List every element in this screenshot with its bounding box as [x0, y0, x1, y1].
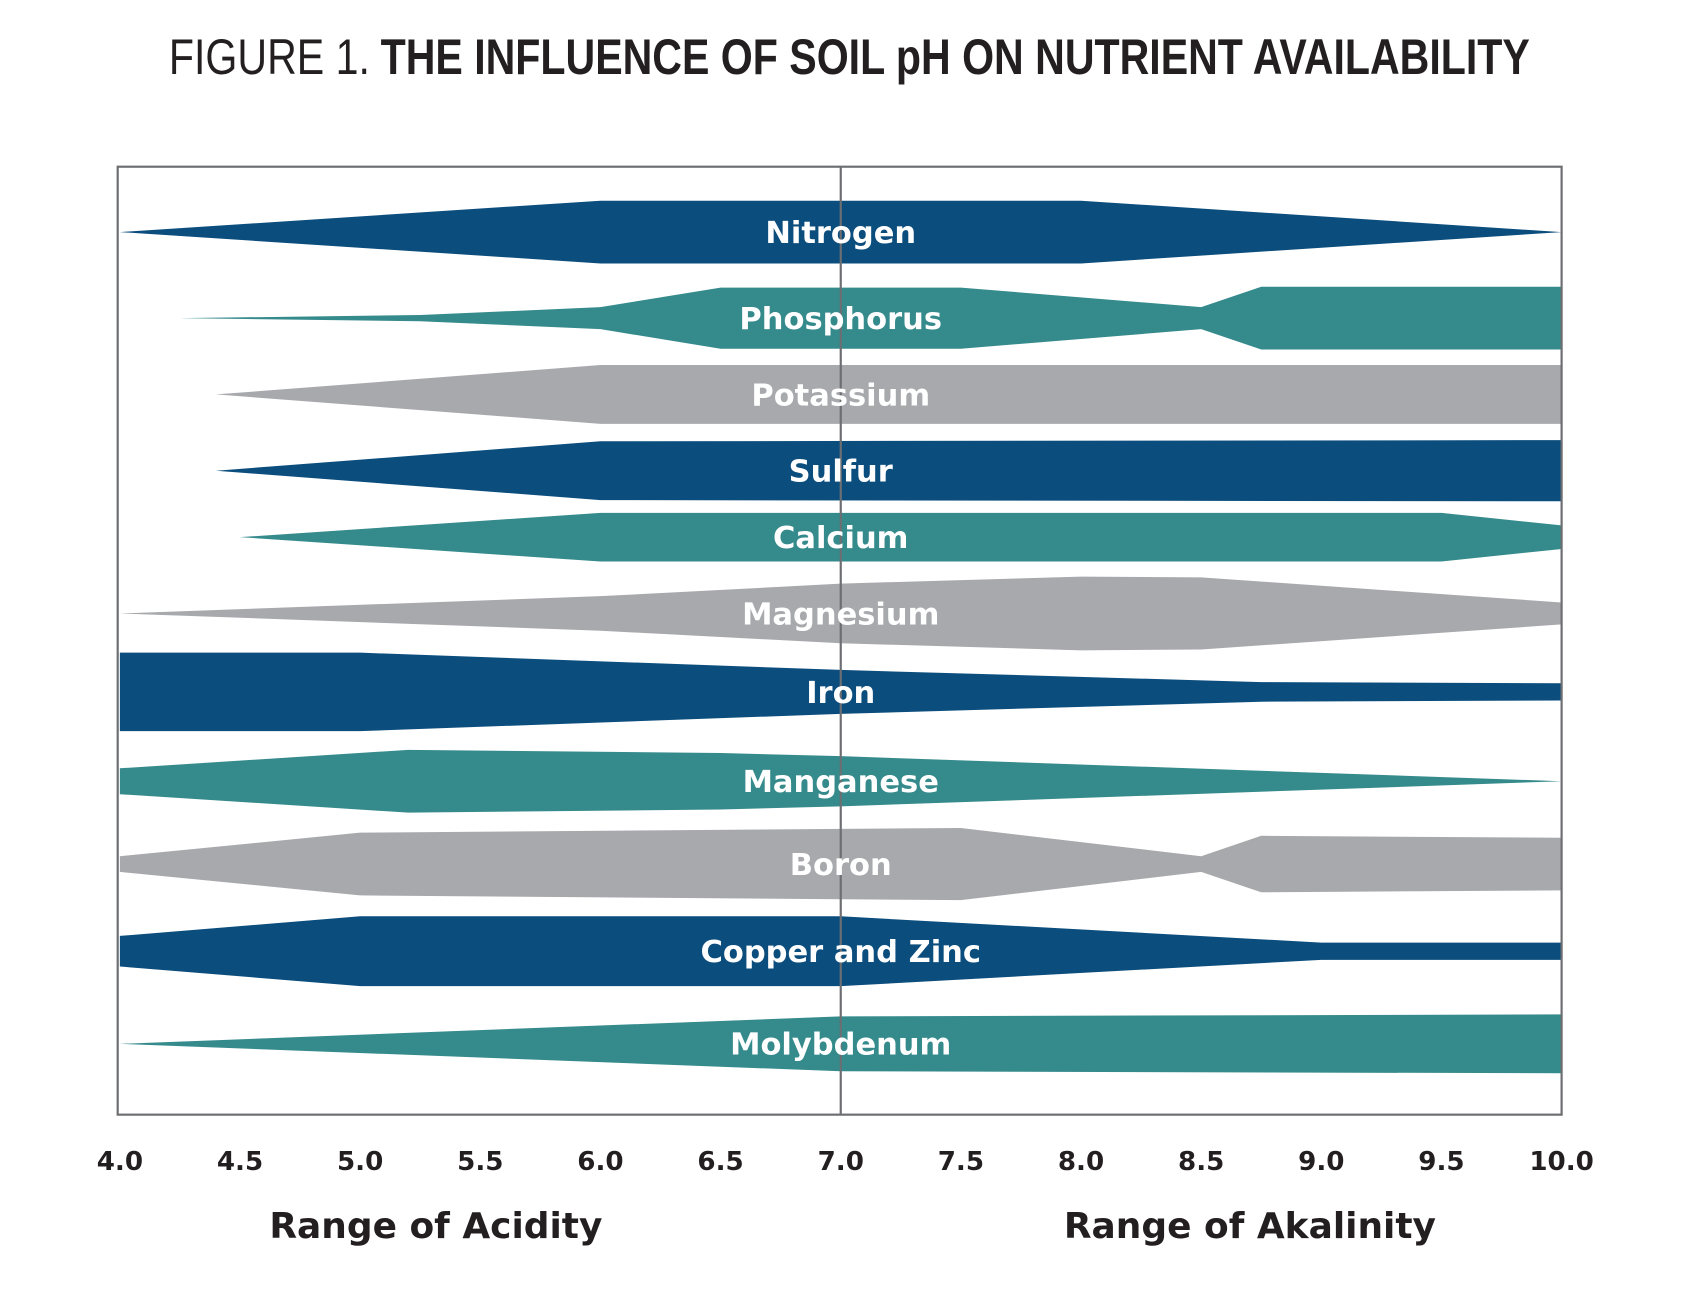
band-label: Iron: [806, 676, 875, 711]
band-phosphorus: [179, 286, 1562, 350]
band-calcium: [240, 512, 1562, 562]
x-tick-label: 7.5: [938, 1147, 984, 1177]
title-text: THE INFLUENCE OF SOIL pH ON NUTRIENT AVA…: [381, 29, 1530, 85]
x-tick-labels: 4.0 4.5 5.0 5.5 6.0 6.5 7.0 7.5 8.0 8.5 9.0 9.5 10.0: [97, 1147, 1594, 1177]
band-potassium: [215, 365, 1562, 424]
band-labels: Nitrogen Phosphorus Potassium Sulfur Calcium…: [700, 216, 980, 1063]
band-label: Sulfur: [789, 455, 893, 490]
x-tick-label: 6.0: [577, 1147, 623, 1177]
title-prefix: FIGURE 1.: [169, 29, 370, 85]
range-of-alkalinity-label: Range of Akalinity: [1064, 1206, 1436, 1247]
band-label: Copper and Zinc: [700, 935, 980, 970]
x-tick-label: 7.0: [818, 1147, 864, 1177]
band-sulfur: [215, 440, 1562, 502]
svg-text:FIGURE 1. THE INFLUENCE: FIGURE 1. THE INFLUENCE OF SOIL pH ON NU…: [169, 29, 1530, 85]
x-tick-label: 6.5: [697, 1147, 743, 1177]
band-label: Molybdenum: [730, 1028, 951, 1063]
chart-title: FIGURE 1. THE INFLUENCE OF SOIL pH ON NU…: [169, 29, 1530, 85]
x-tick-label: 10.0: [1529, 1147, 1594, 1177]
x-tick-label: 9.0: [1298, 1147, 1344, 1177]
x-tick-label: 4.0: [97, 1147, 143, 1177]
band-label: Calcium: [773, 521, 908, 556]
x-tick-label: 9.5: [1418, 1147, 1464, 1177]
x-tick-label: 8.0: [1058, 1147, 1104, 1177]
range-of-acidity-label: Range of Acidity: [269, 1206, 602, 1247]
x-tick-label: 4.5: [217, 1147, 263, 1177]
band-label: Boron: [790, 848, 892, 883]
x-tick-label: 5.0: [337, 1147, 383, 1177]
band-label: Magnesium: [742, 597, 939, 632]
band-label: Manganese: [743, 765, 939, 800]
x-tick-label: 5.5: [457, 1147, 503, 1177]
x-tick-label: 8.5: [1178, 1147, 1224, 1177]
band-label: Phosphorus: [739, 302, 942, 337]
band-label: Nitrogen: [765, 216, 916, 251]
band-label: Potassium: [751, 378, 930, 413]
